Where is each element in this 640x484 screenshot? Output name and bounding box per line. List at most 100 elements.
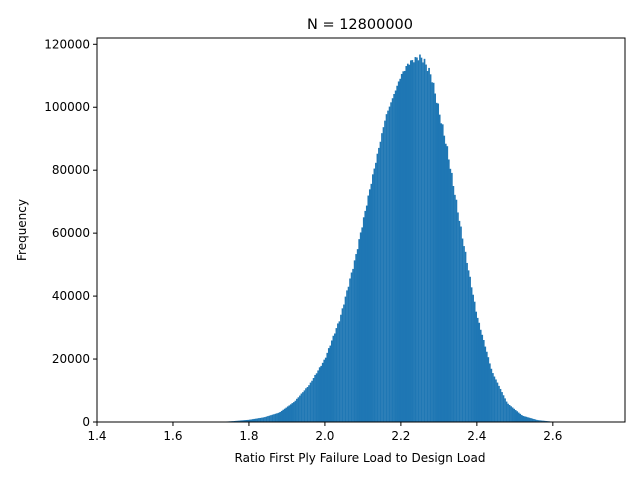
- histogram-bar: [342, 308, 344, 422]
- histogram-bar: [412, 60, 414, 422]
- histogram-bar: [443, 136, 445, 422]
- histogram-bar: [345, 297, 347, 422]
- histogram-bar: [389, 107, 391, 422]
- histogram-bar: [322, 363, 324, 422]
- histogram-bar: [450, 169, 452, 422]
- histogram-bar: [532, 419, 534, 422]
- histogram-bar: [475, 312, 477, 422]
- histogram-bar: [422, 62, 424, 422]
- histogram-bar: [474, 302, 476, 422]
- histogram-bar: [326, 353, 328, 422]
- histogram-bar: [418, 60, 420, 422]
- histogram-bar: [431, 82, 433, 422]
- histogram-bar: [393, 94, 395, 422]
- histogram-bar: [352, 269, 354, 422]
- x-tick-label: 1.8: [239, 429, 258, 443]
- histogram-bar: [410, 60, 412, 422]
- histogram-bar: [258, 418, 260, 422]
- histogram-bar: [489, 363, 491, 422]
- x-tick-label: 1.6: [163, 429, 182, 443]
- histogram-bar: [290, 404, 292, 422]
- histogram-bar: [454, 195, 456, 422]
- histogram-bar: [264, 417, 266, 422]
- histogram-bar: [515, 410, 517, 422]
- histogram-bar: [498, 386, 500, 422]
- histogram-bar: [372, 174, 374, 422]
- histogram-bar: [460, 227, 462, 422]
- histogram-bar: [281, 411, 283, 422]
- histogram-bar: [516, 411, 518, 422]
- histogram-bar: [323, 360, 325, 422]
- histogram-bar: [348, 287, 350, 422]
- histogram-bar: [295, 401, 297, 422]
- histogram-bar: [358, 239, 360, 422]
- histogram-bar: [305, 388, 307, 422]
- histogram-bar: [419, 55, 421, 422]
- histogram-bar: [462, 239, 464, 422]
- histogram-bar: [424, 59, 426, 422]
- histogram-bar: [457, 212, 459, 422]
- histogram-bar: [355, 254, 357, 422]
- histogram-bar: [459, 221, 461, 422]
- histogram-bar: [512, 407, 514, 422]
- histogram-bar: [416, 57, 418, 422]
- histogram-bar: [436, 103, 438, 422]
- histogram-bar: [369, 189, 371, 422]
- histogram-bar: [501, 392, 503, 422]
- histogram-bar: [267, 416, 269, 422]
- histogram-bar: [530, 418, 532, 422]
- histogram-bar: [415, 57, 417, 422]
- histogram-bar: [484, 347, 486, 422]
- histogram-bar: [354, 260, 356, 422]
- histogram-bar: [329, 346, 331, 422]
- histogram-bars: [219, 55, 564, 422]
- chart-title: N = 12800000: [307, 17, 413, 33]
- histogram-bar: [506, 402, 508, 422]
- histogram-bar: [468, 270, 470, 422]
- histogram-bar: [413, 62, 415, 422]
- histogram-bar: [263, 417, 265, 422]
- histogram-bar: [339, 321, 341, 422]
- histogram-bar: [510, 406, 512, 422]
- histogram-bar: [407, 64, 409, 422]
- histogram-bar: [381, 133, 383, 422]
- histogram-bar: [456, 200, 458, 422]
- histogram-bar: [360, 232, 362, 422]
- histogram-bar: [519, 414, 521, 422]
- histogram-bar: [384, 121, 386, 422]
- histogram-bar: [439, 115, 441, 422]
- histogram-bar: [313, 378, 315, 422]
- histogram-bar: [480, 330, 482, 422]
- histogram-bar: [301, 394, 303, 422]
- histogram-bar: [310, 383, 312, 422]
- histogram-bar: [334, 333, 336, 422]
- histogram-bar: [275, 414, 277, 422]
- histogram-bar: [273, 414, 275, 422]
- y-tick-label: 40000: [52, 289, 90, 303]
- y-tick-label: 120000: [44, 37, 90, 51]
- histogram-bar: [487, 357, 489, 422]
- histogram-bar: [383, 127, 385, 422]
- y-tick-label: 100000: [44, 100, 90, 114]
- histogram-bar: [346, 290, 348, 422]
- histogram-bar: [405, 66, 407, 422]
- histogram-bar: [471, 287, 473, 422]
- histogram-bar: [361, 227, 363, 422]
- histogram-bar: [404, 71, 406, 422]
- histogram-bar: [276, 413, 278, 422]
- histogram-bar: [266, 417, 268, 422]
- histogram-bar: [287, 406, 289, 422]
- histogram-bar: [371, 184, 373, 422]
- histogram-bar: [483, 340, 485, 422]
- histogram-bar: [343, 305, 345, 422]
- histogram-bar: [261, 418, 263, 422]
- histogram-bar: [529, 418, 531, 422]
- histogram-bar: [296, 399, 298, 422]
- histogram-bar: [425, 65, 427, 422]
- y-tick-label: 80000: [52, 163, 90, 177]
- x-tick-label: 1.4: [87, 429, 106, 443]
- histogram-bar: [304, 390, 306, 422]
- histogram-bar: [398, 81, 400, 422]
- histogram-bar: [445, 144, 447, 422]
- histogram-bar: [494, 377, 496, 422]
